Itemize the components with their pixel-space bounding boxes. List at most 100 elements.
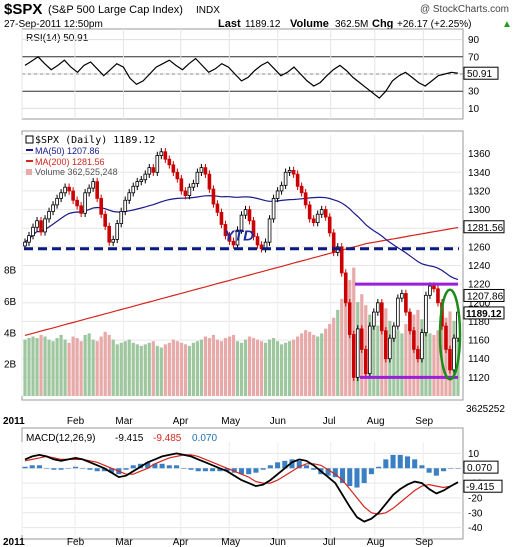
macd-histogram-bar: [325, 468, 331, 476]
candle-body: [199, 167, 204, 173]
candle-body: [99, 197, 103, 215]
volume-bar: [155, 345, 159, 396]
macd-histogram-bar: [404, 456, 411, 469]
volume-bar: [324, 328, 328, 396]
volume-bar: [332, 317, 336, 396]
candle-body: [211, 188, 216, 205]
candle-body: [303, 192, 308, 206]
macd-histogram-bar: [390, 454, 396, 469]
macd-tick-label: -30: [468, 508, 483, 519]
macd-histogram-bar: [101, 468, 107, 472]
macd-histogram-bar: [260, 468, 266, 470]
rsi-last-value-box: [463, 66, 499, 80]
candle-body: [363, 348, 368, 375]
candle-body: [315, 213, 320, 224]
macd-histogram-bar: [195, 468, 201, 472]
candle-body: [107, 225, 111, 243]
rsi-tick-label: 10: [468, 104, 480, 115]
candle-body: [159, 151, 164, 156]
candle-body: [31, 226, 35, 237]
macd-histogram-bar: [383, 459, 389, 469]
candle-body: [339, 246, 344, 274]
candle-body: [79, 205, 83, 214]
candle-body: [35, 220, 39, 228]
candle-body: [299, 185, 304, 194]
candle-body: [392, 325, 396, 339]
macd-histogram-bar: [282, 460, 288, 469]
macd-histogram-bar: [433, 468, 439, 476]
macd-histogram-bar: [296, 460, 302, 469]
candle-body: [203, 167, 208, 175]
macd-month-label: Feb: [67, 537, 85, 547]
macd-tick-label: -20: [468, 493, 483, 504]
volume-bar: [187, 345, 191, 396]
candle-body: [408, 311, 412, 332]
candle-body: [388, 337, 392, 360]
price-panel: 1360134013201300128012601240122012001180…: [3, 130, 505, 427]
volume-bar: [59, 334, 63, 396]
macd-month-label: Mar: [115, 537, 133, 547]
volume-bar: [75, 338, 79, 396]
macd-histogram-bar: [246, 468, 252, 475]
candle-body: [227, 235, 232, 242]
macd-legend: MACD(12,26,9): [26, 433, 95, 444]
volume-bar: [400, 333, 404, 396]
price-legend: $SPX (Daily) 1189.12 MA(50) 1207.86 MA(2…: [25, 135, 155, 177]
highlight-ellipse: [438, 288, 462, 381]
volume-bar: [163, 344, 167, 396]
candle-body: [215, 203, 220, 213]
candle-body: [223, 224, 228, 237]
macd-histogram-bar: [441, 468, 447, 472]
macd-histogram-bar: [275, 462, 281, 469]
candle-body: [115, 223, 120, 240]
macd-histogram-bar: [109, 468, 115, 473]
macd-histogram-bar: [44, 468, 50, 469]
macd-histogram-bar: [238, 468, 245, 475]
candle-body: [67, 186, 71, 192]
macd-histogram-bar: [217, 468, 223, 472]
volume-bar: [251, 338, 256, 396]
ma200-legend: MA(200) 1281.56: [35, 157, 105, 167]
volume-bar: [436, 330, 440, 396]
volume-bar: [328, 323, 332, 396]
candle-body: [179, 178, 184, 192]
ma50-value-label-box: [463, 288, 505, 302]
macd-histogram-bar: [174, 465, 180, 469]
candle-body: [39, 220, 43, 233]
price-tick-label: 1220: [468, 280, 491, 291]
volume-bar: [87, 333, 91, 396]
candle-body: [247, 209, 252, 222]
price-month-label: 2011: [3, 416, 25, 427]
candle-body: [267, 218, 272, 243]
volume-bar: [267, 339, 272, 396]
rsi-tick-label: 30: [468, 87, 480, 98]
volume-bar: [111, 339, 115, 396]
volume-tick-label: 2B: [4, 360, 17, 371]
volume-bar: [103, 331, 107, 396]
candle-body: [428, 285, 432, 296]
candle-body: [75, 199, 79, 207]
macd-histogram-bar: [36, 465, 42, 469]
price-tick-label: 1320: [468, 186, 491, 197]
volume-bar: [55, 338, 59, 396]
macd-histogram-bar: [412, 459, 418, 469]
candle-body: [131, 185, 136, 194]
candle-body: [412, 330, 416, 350]
volume-bar: [432, 334, 436, 396]
volume-bar: [300, 333, 304, 396]
volume-bar: [79, 341, 83, 396]
ma200-line: [24, 226, 459, 336]
candle-body: [103, 213, 107, 227]
candle-body: [55, 197, 59, 206]
volume-bar: [23, 339, 27, 396]
candle-body: [63, 186, 67, 194]
macd-histogram-bar: [448, 468, 454, 469]
volume-bar: [83, 334, 87, 396]
volume-bar: [263, 342, 268, 396]
macd-histogram-bar: [340, 468, 346, 484]
volume-bar: [195, 341, 200, 396]
volume-bar: [340, 298, 344, 396]
volume-bar: [139, 345, 143, 396]
volume-bar: [63, 339, 67, 396]
volume-bar: [320, 333, 324, 396]
